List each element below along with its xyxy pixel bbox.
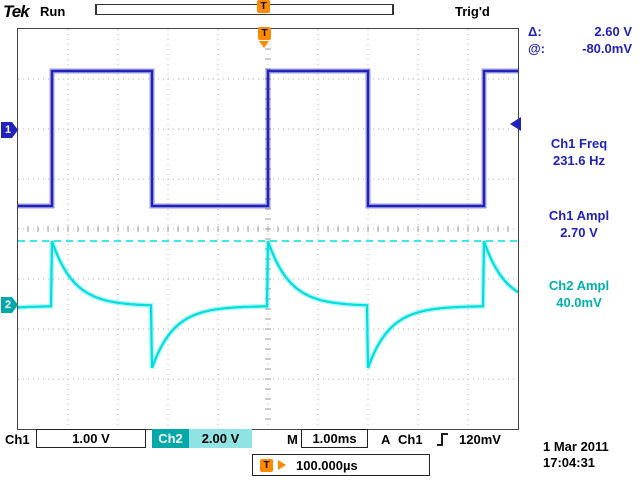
measurement-ch1-freq: Ch1 Freq 231.6 Hz: [520, 135, 638, 169]
graticule: [17, 28, 519, 430]
trigger-time-arrow-icon: [259, 41, 269, 53]
time-readout: 17:04:31: [543, 455, 596, 470]
date-readout: 1 Mar 2011: [543, 439, 609, 454]
measurement-value: 2.70 V: [560, 225, 598, 240]
measurement-value: 231.6 Hz: [552, 153, 606, 168]
trigger-status: Trig'd: [455, 4, 490, 19]
trigger-mode-label: A: [381, 432, 391, 447]
cursor-delta-value: 2.60 V: [594, 24, 632, 39]
trigger-time-marker-icon: T: [258, 27, 271, 40]
trigger-position-marker-icon: T: [257, 0, 270, 13]
measurement-label: Ch1 Ampl: [548, 208, 610, 223]
measurement-label: Ch2 Ampl: [548, 278, 610, 293]
measurement-label: Ch1 Freq: [550, 136, 608, 151]
tek-logo: Tek: [3, 2, 30, 21]
acquisition-status: Run: [40, 4, 66, 19]
cursor-readout: Δ: 2.60 V @: -80.0mV: [528, 24, 632, 58]
trigger-level-arrow-icon: [503, 117, 521, 131]
trigger-delay-arrow-icon: [278, 460, 291, 470]
trigger-delay-marker-icon: T: [260, 458, 273, 472]
ch1-scale-readout: 1.00 V: [36, 429, 146, 448]
trigger-level-readout: 120mV: [459, 432, 501, 447]
cursor-delta-row: Δ: 2.60 V: [528, 24, 632, 41]
rising-edge-slope-icon: [436, 432, 449, 452]
measurement-ch2-ampl: Ch2 Ampl 40.0mV: [520, 277, 638, 311]
cursor-at-label: @:: [528, 41, 546, 56]
measurement-value: 40.0mV: [556, 295, 602, 310]
timebase-readout: 1.00ms: [301, 429, 368, 448]
timebase-label: M: [287, 432, 298, 447]
trigger-delay-value: 100.000µs: [296, 457, 358, 473]
cursor-at-value: -80.0mV: [582, 41, 632, 56]
ch1-label: Ch1: [5, 432, 30, 447]
ch1-position-marker: 1: [1, 122, 18, 138]
measurement-ch1-ampl: Ch1 Ampl 2.70 V: [520, 207, 638, 241]
ch2-label: Ch2: [152, 429, 189, 448]
cursor-delta-label: Δ:: [528, 24, 542, 39]
trigger-source-label: Ch1: [398, 432, 423, 447]
horizontal-delay-readout: T 100.000µs: [252, 454, 430, 476]
waveform-display: [18, 29, 518, 429]
cursor-at-row: @: -80.0mV: [528, 41, 632, 58]
ch2-position-marker: 2: [1, 297, 18, 313]
ch2-scale-readout: 2.00 V: [189, 429, 252, 448]
record-view-bar: [95, 4, 394, 15]
